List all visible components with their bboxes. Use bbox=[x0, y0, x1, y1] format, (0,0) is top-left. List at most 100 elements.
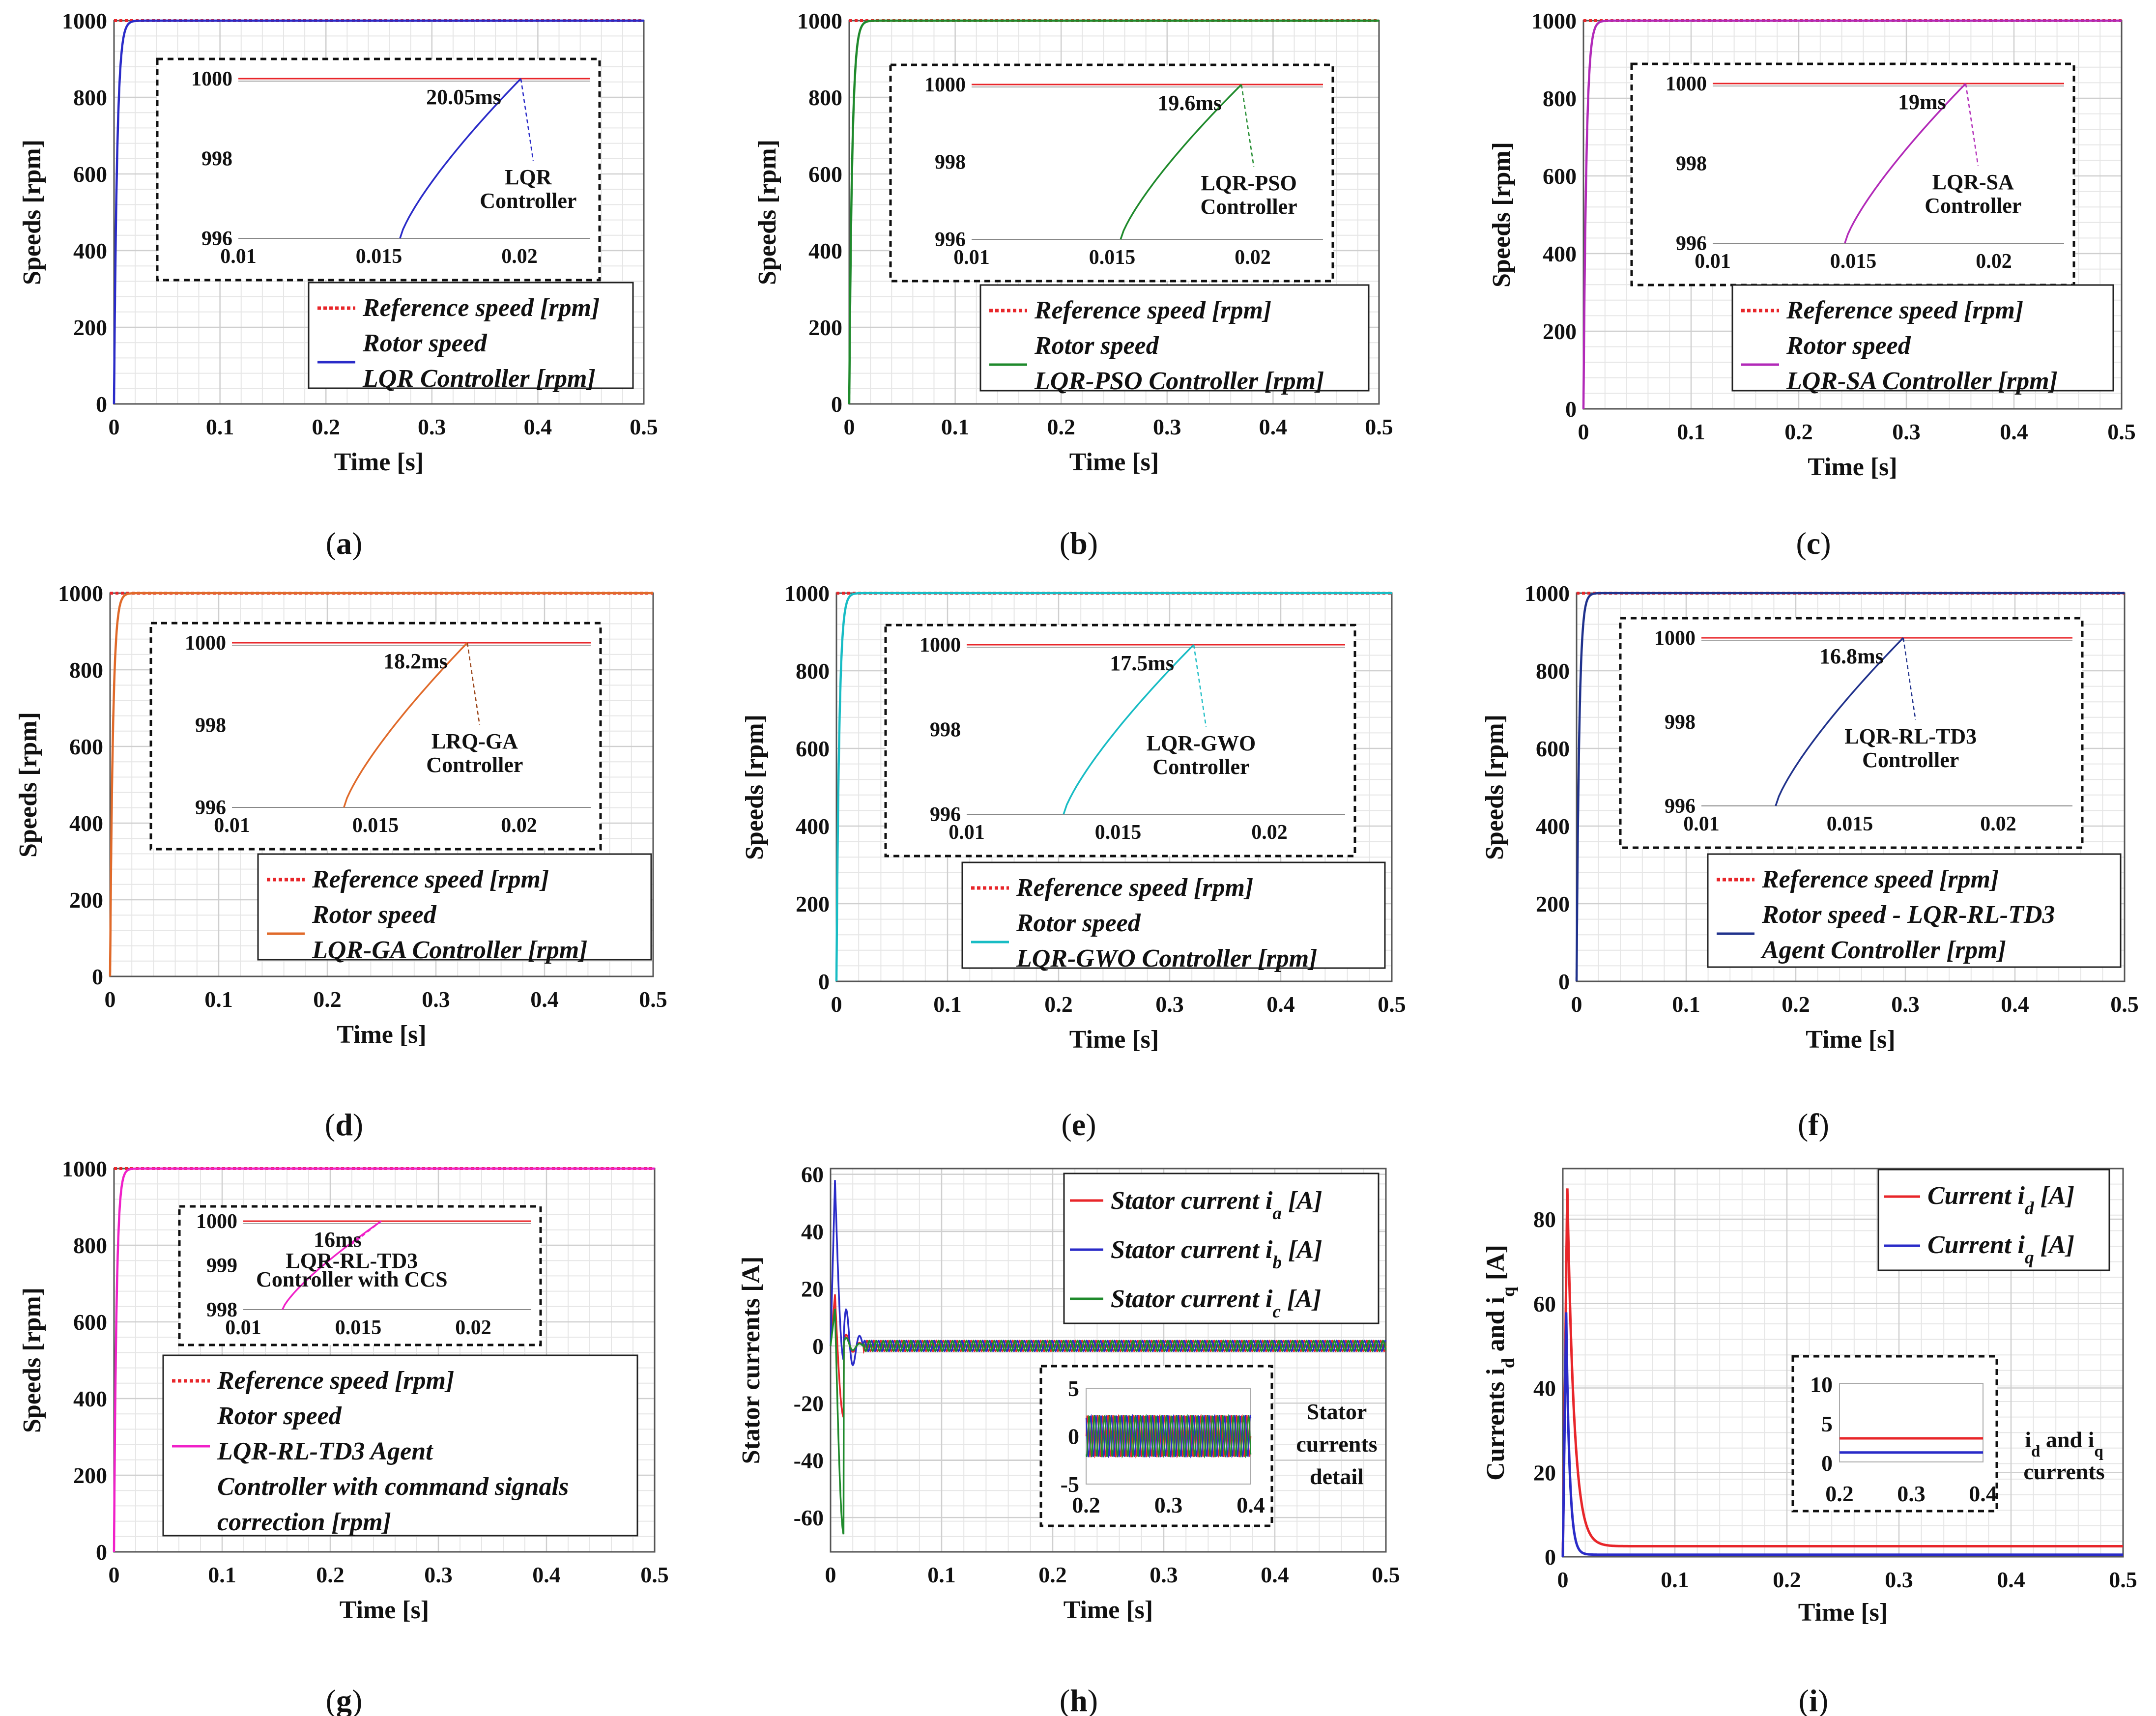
panel-c-y-tick-label: 200 bbox=[1543, 319, 1577, 344]
x-axis-label: Time [s] bbox=[337, 1021, 426, 1049]
inset-y-tick-label: 998 bbox=[1665, 711, 1696, 734]
panel-h-x-tick-label: 0.3 bbox=[1150, 1562, 1178, 1587]
inset-x-tick-label: 0.01 bbox=[214, 814, 250, 837]
zoom-inset: 996 998 1000 0.01 0.015 0.02 19ms LQR-SAControl… bbox=[1630, 62, 2075, 286]
panel-c-y-tick-label: 600 bbox=[1543, 164, 1577, 189]
panel-g-y-tick-label: 800 bbox=[73, 1233, 107, 1258]
legend-label: Stator current ia [A] bbox=[1111, 1187, 1322, 1224]
current-iq-line bbox=[1561, 1312, 2123, 1557]
zoom-inset: 0 5 10 0.2 0.3 0.4 bbox=[1791, 1355, 1998, 1513]
panel-i-x-tick-label: 0.2 bbox=[1773, 1567, 1801, 1592]
panel-f-y-tick-label: 0 bbox=[1558, 969, 1570, 994]
settling-time-label: 17.5ms bbox=[1110, 651, 1174, 675]
rotor-speed-line bbox=[109, 592, 653, 976]
legend: Reference speed [rpm] Rotor speed - LQR-R… bbox=[1707, 853, 2122, 968]
panel-h-y-tick-label: 20 bbox=[801, 1276, 824, 1301]
panel-f-y-tick-label: 600 bbox=[1536, 736, 1570, 761]
panel-d-y-tick-label: 200 bbox=[69, 887, 103, 913]
inset-y-tick-label: 998 bbox=[930, 719, 961, 742]
x-axis-label: Time [s] bbox=[1069, 1026, 1159, 1054]
legend: Reference speed [rpm] Rotor speed LQR-RL-T… bbox=[162, 1354, 638, 1537]
inset-rotor-curve bbox=[1063, 644, 1195, 815]
panel-a-y-tick-label: 400 bbox=[73, 238, 107, 263]
inset-x-tick-label: 0.015 bbox=[335, 1316, 382, 1339]
inset-controller-label: Controller bbox=[1152, 755, 1249, 779]
panel-b-x-tick-label: 0.5 bbox=[1365, 414, 1393, 439]
panel-d: 0 0.1 0.2 0.3 0.4 0.5 0 200 400 600 800 1000 Time [s… bbox=[14, 581, 667, 1142]
panel-a-y-tick-label: 200 bbox=[73, 315, 107, 340]
legend-box bbox=[1707, 853, 2122, 968]
panel-h-y-tick-label: 60 bbox=[801, 1162, 824, 1187]
panel-c-x-tick-label: 0 bbox=[1578, 419, 1589, 444]
panel-d-y-tick-label: 800 bbox=[69, 658, 103, 683]
panel-f-y-tick-label: 800 bbox=[1536, 658, 1570, 684]
stator-current-line bbox=[830, 1309, 1387, 1535]
panel-f-x-tick-label: 0.1 bbox=[1672, 992, 1700, 1017]
settling-time-label: 18.2ms bbox=[383, 649, 448, 673]
inset-x-tick-label: 0.015 bbox=[1089, 246, 1136, 269]
panel-caption: (i) bbox=[1799, 1683, 1828, 1716]
x-axis-label: Time [s] bbox=[1064, 1596, 1153, 1624]
panel-d-x-tick-label: 0.3 bbox=[422, 987, 450, 1012]
panel-b-y-tick-label: 400 bbox=[808, 238, 842, 263]
inset-controller-label: LQR-SA bbox=[1932, 170, 2014, 194]
legend-reference-label: Reference speed [rpm] bbox=[362, 294, 600, 322]
inset-x-tick-label: 0.3 bbox=[1897, 1481, 1926, 1506]
panel-caption: (c) bbox=[1796, 526, 1831, 561]
panel-c-x-tick-label: 0.1 bbox=[1677, 419, 1705, 444]
x-axis-label: Time [s] bbox=[1798, 1599, 1888, 1627]
panel-i-y-tick-label: 0 bbox=[1545, 1544, 1556, 1570]
inset-current-line bbox=[1085, 1414, 1252, 1459]
inset-controller-label: LQR-RL-TD3 bbox=[1844, 724, 1977, 748]
panel-g-x-tick-label: 0 bbox=[109, 1562, 120, 1587]
settling-time-label: 16.8ms bbox=[1819, 644, 1884, 668]
panel-i-x-tick-label: 0.1 bbox=[1661, 1567, 1689, 1592]
legend: Stator current ia [A] Stator current ib [… bbox=[1063, 1173, 1380, 1324]
panel-b-x-tick-label: 0.2 bbox=[1047, 414, 1075, 439]
inset-x-tick-label: 0.015 bbox=[1830, 250, 1877, 273]
inset-y-tick-label: 996 bbox=[1676, 232, 1707, 255]
panel-e-y-tick-label: 400 bbox=[796, 814, 830, 839]
inset-y-tick-label: 996 bbox=[201, 228, 232, 250]
panel-b-y-tick-label: 800 bbox=[808, 85, 842, 110]
panel-d-x-tick-label: 0.2 bbox=[313, 987, 342, 1012]
inset-y-tick-label: 998 bbox=[201, 148, 232, 171]
inset-y-tick-label: 5 bbox=[1821, 1411, 1833, 1436]
inset-y-tick-label: 1000 bbox=[920, 634, 961, 657]
inset-x-tick-label: 0.01 bbox=[949, 821, 985, 844]
legend-box bbox=[1731, 284, 2114, 392]
zoom-inset: 996 998 1000 0.01 0.015 0.02 17.5ms LQR-GWOCont… bbox=[884, 624, 1356, 858]
panel-c: 0 0.1 0.2 0.3 0.4 0.5 0 200 400 600 800 1000 Time [s… bbox=[1488, 8, 2136, 561]
legend-rotor-label: Agent Controller [rpm] bbox=[1760, 936, 2006, 964]
legend: Reference speed [rpm] Rotor speed LQR-SA C… bbox=[1731, 284, 2114, 395]
inset-controller-label: Controller with CCS bbox=[256, 1267, 448, 1291]
legend-rotor-label: LQR-GWO Controller [rpm] bbox=[1016, 944, 1317, 972]
inset-frame bbox=[1791, 1355, 1998, 1513]
inset-y-tick-label: 996 bbox=[1665, 795, 1696, 818]
panel-g-x-tick-label: 0.3 bbox=[424, 1562, 453, 1587]
inset-x-tick-label: 0.01 bbox=[953, 246, 990, 269]
panel-a-x-tick-label: 0.1 bbox=[206, 414, 234, 439]
legend-reference-label: Reference speed [rpm] bbox=[1034, 296, 1271, 324]
inset-y-tick-label: 998 bbox=[935, 151, 966, 174]
panel-e: 0 0.1 0.2 0.3 0.4 0.5 0 200 400 600 800 1000 Time [s… bbox=[741, 581, 1406, 1142]
panel-e-y-tick-label: 200 bbox=[796, 891, 830, 916]
panel-g-y-tick-label: 200 bbox=[73, 1463, 107, 1488]
legend-label: Stator current ic [A] bbox=[1111, 1285, 1321, 1322]
legend-rotor-label: Rotor speed bbox=[1016, 909, 1141, 937]
legend-label: Current id [A] bbox=[1927, 1182, 2074, 1219]
legend-rotor-label: LQR-SA Controller [rpm] bbox=[1786, 367, 2058, 395]
legend-rotor-label: Rotor speed bbox=[1034, 332, 1159, 360]
inset-x-tick-label: 0.02 bbox=[501, 814, 537, 837]
panel-d-x-tick-label: 0.5 bbox=[639, 987, 667, 1012]
legend: Reference speed [rpm] Rotor speed LQR-GWO … bbox=[961, 861, 1386, 972]
inset-side-note: Stator bbox=[1307, 1399, 1367, 1424]
panel-e-x-tick-label: 0.1 bbox=[933, 992, 962, 1017]
panel-c-y-tick-label: 800 bbox=[1543, 86, 1577, 111]
rotor-speed-line bbox=[113, 19, 644, 404]
panel-a-x-tick-label: 0.5 bbox=[630, 414, 658, 439]
panel-i: 0 0.1 0.2 0.3 0.4 0.5 0 20 40 60 80 Time [s] Current… bbox=[1482, 1168, 2137, 1716]
panel-e-x-tick-label: 0.3 bbox=[1155, 992, 1184, 1017]
inset-y-tick-label: 996 bbox=[935, 229, 966, 251]
stator-current-line bbox=[830, 1180, 1387, 1367]
